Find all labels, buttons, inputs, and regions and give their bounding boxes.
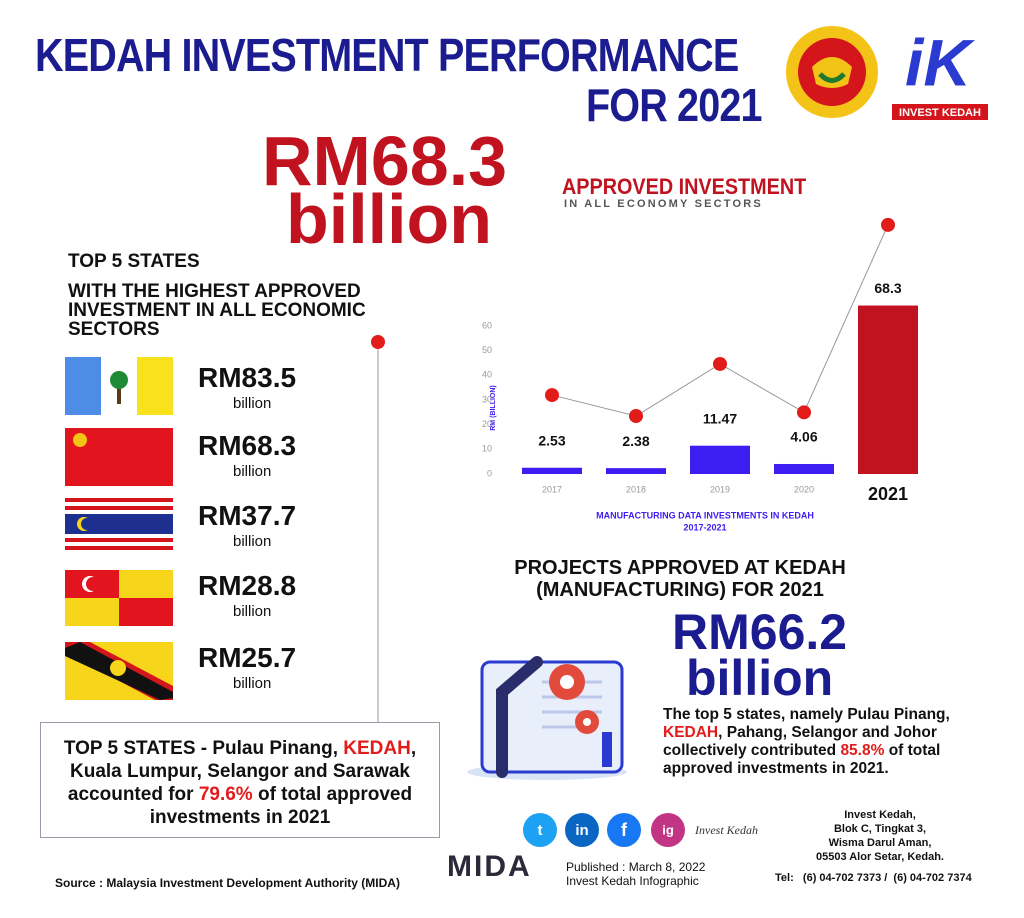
address-line: Invest Kedah, [844, 809, 916, 821]
state-unit: billion [233, 533, 272, 550]
y-tick-label: 10 [482, 444, 492, 454]
summary-box: TOP 5 STATES - Pulau Pinang, KEDAH, Kual… [40, 722, 440, 838]
infographic-label: Invest Kedah Infographic [566, 874, 699, 888]
y-tick-label: 60 [482, 320, 492, 330]
title: KEDAH INVESTMENT PERFORMANCE [35, 29, 739, 81]
y-tick-label: 50 [482, 345, 492, 355]
projects-unit: billion [686, 650, 834, 706]
state-unit: billion [233, 675, 272, 692]
y-tick-label: 20 [482, 419, 492, 429]
bar [774, 463, 834, 474]
y-axis-label: RM (BILLION) [490, 385, 497, 431]
projects-text-part: , Pahang, Selangor and Johor collectivel… [663, 724, 937, 759]
chart: RM (BILLION) MANUFACTURING DATA INVESTME… [482, 217, 918, 532]
x-axis-label: MANUFACTURING DATA INVESTMENTS IN KEDAH [596, 510, 814, 520]
invest-kedah-logo: iK INVEST KEDAH [892, 28, 988, 120]
illustration [467, 656, 627, 780]
line-point [629, 409, 643, 424]
x-tick-label: 2018 [626, 484, 646, 494]
state-unit: billion [233, 603, 272, 620]
line-point [881, 217, 895, 232]
x-tick-label: 2020 [794, 484, 814, 494]
state-emblem [786, 26, 878, 118]
headline-unit: billion [286, 180, 493, 258]
title: FOR 2021 [586, 79, 762, 131]
social-icon[interactable]: in [575, 822, 588, 839]
bar [690, 445, 750, 474]
data-label: 4.06 [790, 429, 817, 445]
summary-highlight: KEDAH [343, 738, 411, 759]
data-label: 2.53 [538, 432, 565, 448]
headline-sublabel: IN ALL ECONOMY SECTORS [564, 198, 763, 210]
state-amount: RM37.7 [198, 500, 297, 531]
summary-text: of total approved investments in 2021 [149, 784, 413, 828]
projects-highlight: KEDAH [663, 724, 719, 741]
summary-text: TOP 5 STATES - Pulau Pinang, [63, 738, 344, 759]
social-icon[interactable]: t [538, 822, 543, 839]
data-label: 68.3 [874, 280, 901, 296]
address: Invest Kedah, Blok C, Tingkat 3, Wisma D… [790, 808, 970, 864]
address-line: Blok C, Tingkat 3, [833, 823, 927, 835]
line-point [545, 388, 559, 403]
address-line: 05503 Alor Setar, Kedah. [816, 851, 944, 863]
projects-title: (MANUFACTURING) FOR 2021 [536, 579, 824, 601]
state-unit: billion [233, 395, 272, 412]
summary-text: , Kuala Lumpur, Selangor and Sarawak acc… [67, 738, 417, 805]
state-amount: RM68.3 [198, 430, 297, 461]
projects-title: PROJECTS APPROVED AT KEDAH [514, 557, 846, 579]
social-icon[interactable]: ig [662, 822, 674, 837]
x-tick-label: 2021 [868, 484, 908, 504]
states-title: TOP 5 STATES [68, 251, 200, 272]
flags [65, 335, 385, 722]
social-handle: Invest Kedah [694, 823, 758, 837]
line [551, 224, 889, 417]
state-unit: billion [233, 463, 272, 480]
y-tick-label: 0 [487, 468, 492, 478]
source: Source : Malaysia Investment Development… [55, 876, 400, 890]
x-axis-sublabel: 2017-2021 [683, 522, 726, 532]
state-amount: RM25.7 [198, 642, 297, 673]
x-tick-label: 2017 [542, 484, 562, 494]
line-point [713, 356, 727, 371]
bar [858, 305, 918, 474]
telephone: Tel: (6) 04-702 7373 / (6) 04-702 7374 [775, 872, 972, 884]
social-icon[interactable]: f [621, 820, 628, 840]
state-amount: RM83.5 [198, 362, 297, 393]
y-tick-label: 40 [482, 370, 492, 380]
bar [606, 468, 666, 474]
data-label: 2.38 [622, 433, 649, 449]
projects-amount: RM66.2 [672, 604, 848, 660]
y-tick-label: 30 [482, 394, 492, 404]
mida-logo: MIDA [447, 850, 532, 883]
social-icons: t in f ig Invest Kedah [523, 813, 758, 847]
bar [522, 467, 582, 474]
data-label: 11.47 [703, 410, 737, 426]
logo-text: INVEST KEDAH [899, 107, 981, 119]
states-subtitle: WITH THE HIGHEST APPROVED INVESTMENT IN … [68, 281, 366, 340]
headline-label: APPROVED INVESTMENT [562, 174, 807, 199]
line-point [797, 405, 811, 420]
projects-text-part: of total approved investments in 2021. [663, 742, 941, 777]
headline-amount: RM68.3 [262, 122, 508, 200]
state-amount: RM28.8 [198, 570, 297, 601]
projects-text-part: The top 5 states, namely Pulau Pinang, [663, 706, 950, 723]
logo-mark: iK [905, 28, 975, 99]
x-tick-label: 2019 [710, 484, 730, 494]
summary-highlight: 79.6% [198, 784, 253, 805]
projects-text: The top 5 states, namely Pulau Pinang, K… [663, 706, 993, 778]
projects-highlight: 85.8% [840, 742, 885, 759]
published: Published : March 8, 2022 [566, 860, 706, 874]
address-line: Wisma Darul Aman, [828, 837, 932, 849]
